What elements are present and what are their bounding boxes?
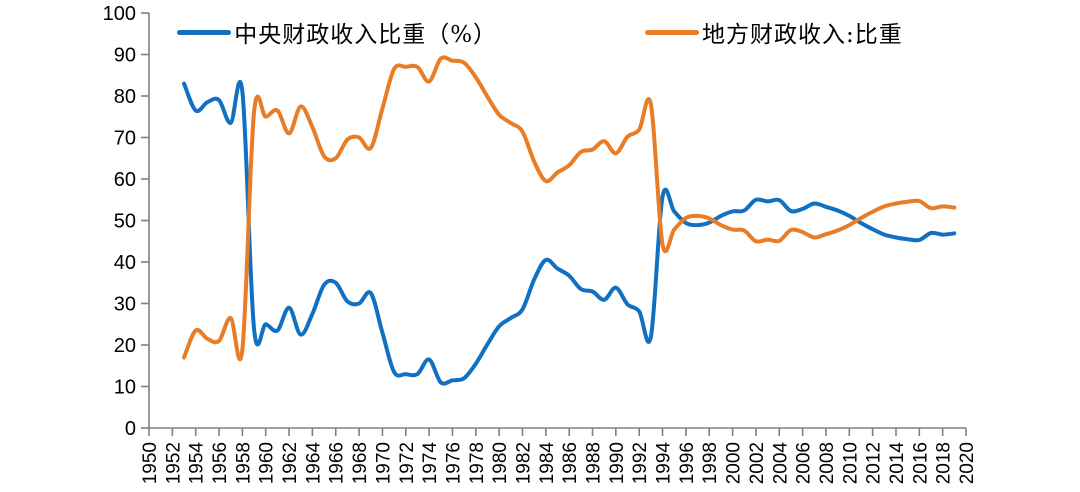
x-tick-label: 2012	[864, 442, 885, 484]
y-tick-label: 70	[114, 128, 136, 150]
x-tick-label: 1988	[584, 442, 605, 484]
x-tick-label: 2002	[747, 442, 768, 484]
x-tick-label: 1962	[280, 442, 301, 484]
y-tick-label: 40	[114, 252, 136, 274]
chart-line-local	[182, 55, 957, 362]
x-tick-label: 1972	[397, 442, 418, 484]
x-tick-label: 1964	[303, 442, 324, 485]
x-tick-label: 2020	[957, 442, 978, 484]
x-tick-label: 1994	[654, 442, 675, 485]
x-tick-label: 1998	[700, 442, 721, 484]
y-tick-label: 100	[103, 3, 136, 25]
x-tick-label: 1978	[467, 442, 488, 484]
x-tick-label: 1966	[327, 442, 348, 484]
x-tick-label: 2016	[910, 442, 931, 484]
x-tick-label: 1960	[257, 442, 278, 484]
x-tick-label: 2018	[934, 442, 955, 484]
x-tick-label: 1958	[233, 442, 254, 484]
x-tick-label: 2000	[724, 442, 745, 484]
x-tick-label: 1952	[163, 442, 184, 484]
x-tick-label: 1992	[630, 442, 651, 484]
x-tick-label: 1984	[537, 442, 558, 485]
x-tick-label: 1954	[187, 442, 208, 485]
x-tick-label: 2004	[770, 442, 791, 485]
x-tick-label: 1980	[490, 442, 511, 484]
x-tick-label: 1956	[210, 442, 231, 484]
x-tick-label: 1970	[373, 442, 394, 484]
y-tick-label: 50	[114, 211, 136, 233]
x-tick-label: 1974	[420, 442, 441, 485]
y-tick-label: 60	[114, 169, 136, 191]
chart-line-central	[182, 80, 957, 386]
x-tick-label: 2008	[817, 442, 838, 484]
x-tick-label: 2006	[794, 442, 815, 484]
x-tick-label: 1990	[607, 442, 628, 484]
x-tick-label: 1982	[514, 442, 535, 484]
x-tick-label: 2014	[887, 442, 908, 485]
x-tick-label: 1986	[560, 442, 581, 484]
x-tick-label: 1950	[140, 442, 161, 484]
y-tick-label: 20	[114, 335, 136, 357]
x-tick-label: 1968	[350, 442, 371, 484]
x-tick-label: 1996	[677, 442, 698, 484]
x-tick-label: 2010	[840, 442, 861, 484]
x-tick-label: 1976	[444, 442, 465, 484]
y-tick-label: 80	[114, 86, 136, 108]
y-tick-label: 10	[114, 377, 136, 399]
y-tick-label: 90	[114, 45, 136, 67]
y-tick-label: 30	[114, 294, 136, 316]
y-tick-label: 0	[125, 418, 136, 440]
